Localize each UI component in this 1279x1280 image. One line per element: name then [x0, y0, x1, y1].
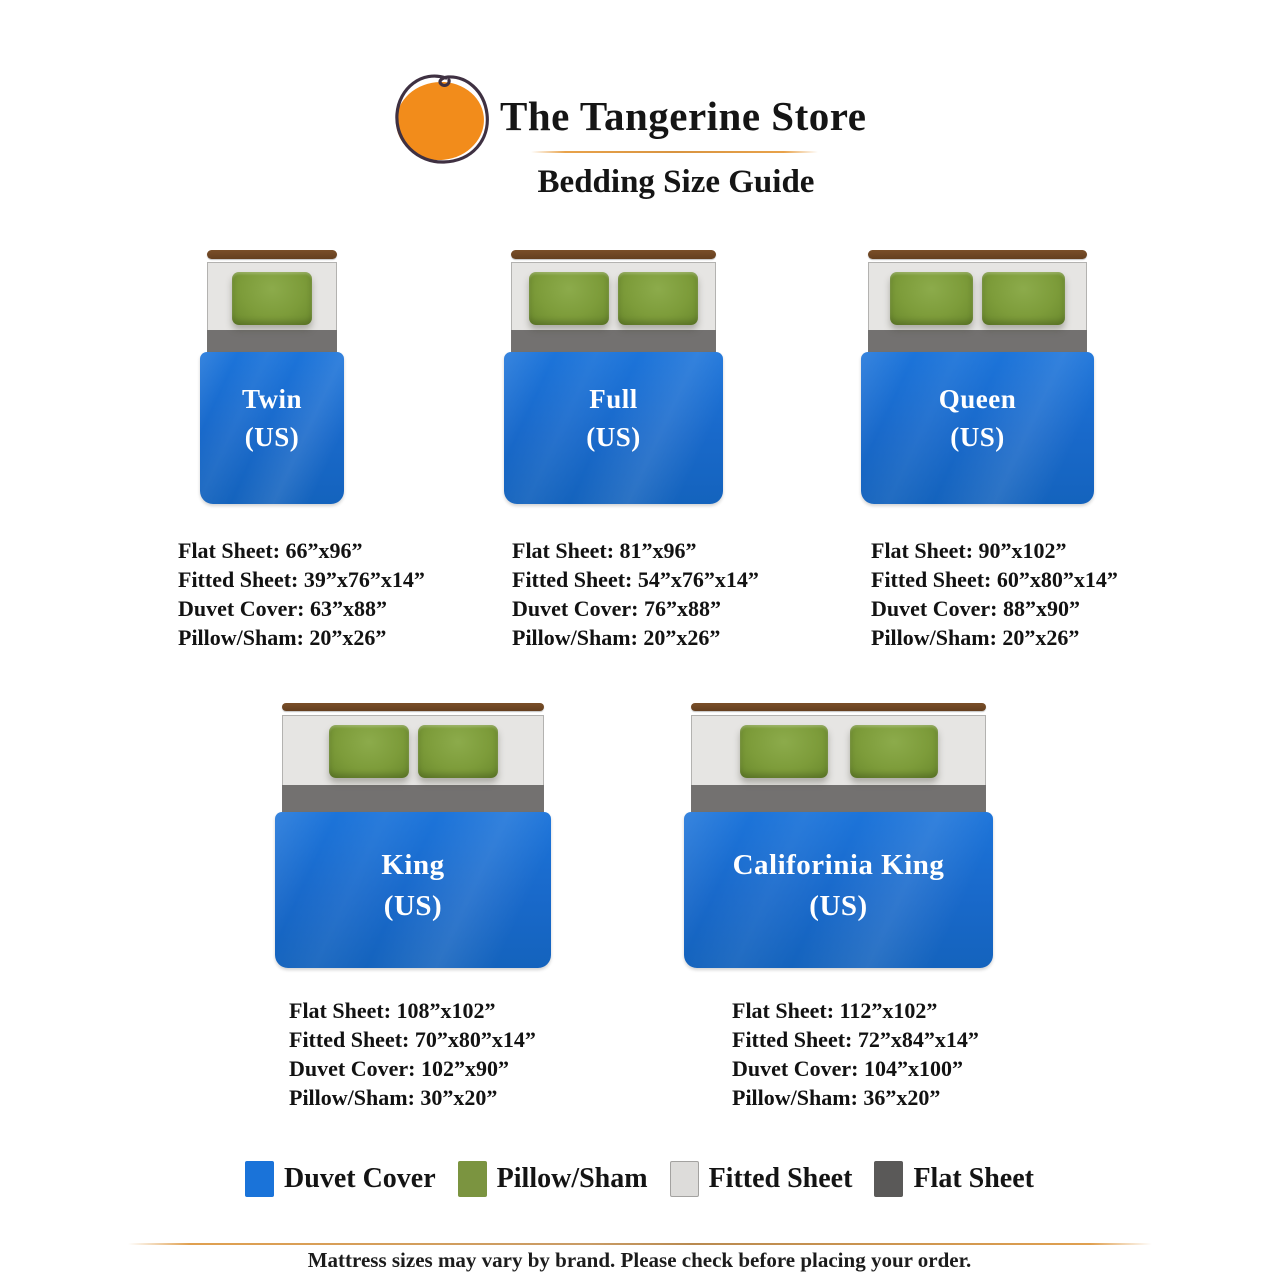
bed-size-label: Full (US): [504, 380, 723, 457]
headboard: [511, 250, 716, 259]
duvet-cover: Califorinia King (US): [684, 812, 993, 968]
duvet-cover: King (US): [275, 812, 551, 968]
fitted-sheet-area: [207, 262, 337, 330]
bed-size-region: (US): [950, 422, 1005, 453]
spec-line: Flat Sheet: 81”x96”: [512, 538, 697, 563]
specs-king: Flat Sheet: 108”x102” Fitted Sheet: 70”x…: [289, 996, 536, 1112]
footer-divider: [128, 1243, 1152, 1245]
legend-item-duvet-cover: Duvet Cover: [245, 1161, 436, 1197]
bed-card-california-king: Califorinia King (US): [684, 703, 993, 968]
legend-label: Fitted Sheet: [708, 1163, 853, 1194]
flat-sheet-band: [511, 330, 716, 352]
bed-size-name: Califorinia King: [732, 849, 945, 881]
duvet-cover: Queen (US): [861, 352, 1094, 504]
spec-line: Pillow/Sham: 30”x20”: [289, 1085, 498, 1110]
bed-size-name: Full: [589, 384, 638, 414]
bed-card-king: King (US): [275, 703, 551, 968]
pillow-icon: [618, 272, 698, 325]
pillow-icon: [739, 725, 828, 778]
bed-size-region: (US): [244, 422, 300, 453]
tangerine-logo-icon: [386, 64, 498, 170]
spec-line: Duvet Cover: 63”x88”: [178, 596, 387, 621]
bed-size-region: (US): [383, 890, 443, 923]
spec-line: Fitted Sheet: 54”x76”x14”: [512, 567, 759, 592]
flat-sheet-band: [691, 785, 986, 812]
spec-line: Fitted Sheet: 39”x76”x14”: [178, 567, 425, 592]
headboard: [691, 703, 986, 711]
spec-line: Flat Sheet: 108”x102”: [289, 998, 496, 1023]
flat-sheet-band: [868, 330, 1087, 352]
fitted-sheet-area: [511, 262, 716, 330]
spec-line: Duvet Cover: 102”x90”: [289, 1056, 509, 1081]
bed-size-name: Twin: [241, 384, 303, 414]
pillow-icon: [232, 272, 312, 325]
legend-label: Pillow/Sham: [496, 1163, 648, 1194]
headboard: [868, 250, 1087, 259]
legend-label: Flat Sheet: [913, 1163, 1034, 1194]
bed-size-region: (US): [586, 422, 641, 453]
pillow-icon: [849, 725, 938, 778]
fitted-sheet-area: [868, 262, 1087, 330]
page-title: Bedding Size Guide: [537, 164, 815, 200]
spec-line: Pillow/Sham: 20”x26”: [178, 625, 387, 650]
specs-twin: Flat Sheet: 66”x96” Fitted Sheet: 39”x76…: [178, 536, 425, 652]
spec-line: Flat Sheet: 90”x102”: [871, 538, 1067, 563]
spec-line: Flat Sheet: 66”x96”: [178, 538, 363, 563]
bed-size-region: (US): [809, 890, 868, 923]
pillow-icon: [890, 272, 973, 325]
specs-california-king: Flat Sheet: 112”x102” Fitted Sheet: 72”x…: [732, 996, 979, 1112]
spec-line: Pillow/Sham: 20”x26”: [512, 625, 721, 650]
spec-line: Duvet Cover: 88”x90”: [871, 596, 1080, 621]
spec-line: Duvet Cover: 104”x100”: [732, 1056, 963, 1081]
fitted-sheet-area: [282, 715, 544, 785]
legend-item-fitted-sheet: Fitted Sheet: [669, 1161, 853, 1197]
bed-size-label: Queen (US): [861, 380, 1094, 457]
spec-line: Fitted Sheet: 72”x84”x14”: [732, 1027, 979, 1052]
pillow-icon: [982, 272, 1065, 325]
specs-queen: Flat Sheet: 90”x102” Fitted Sheet: 60”x8…: [871, 536, 1118, 652]
duvet-cover: Full (US): [504, 352, 723, 504]
legend: Duvet Cover Pillow/Sham Fitted Sheet Fla…: [0, 1161, 1279, 1197]
legend-item-pillow-sham: Pillow/Sham: [457, 1161, 648, 1197]
spec-line: Fitted Sheet: 60”x80”x14”: [871, 567, 1118, 592]
bed-size-label: Twin (US): [200, 380, 344, 457]
headboard: [282, 703, 544, 711]
bed-card-twin: Twin (US): [200, 250, 344, 504]
bed-size-name: King: [381, 849, 445, 881]
bed-size-label: King (US): [275, 845, 551, 927]
flat-sheet-swatch-icon: [874, 1161, 904, 1197]
flat-sheet-band: [207, 330, 337, 352]
pillow-icon: [529, 272, 609, 325]
bed-size-name: Queen: [938, 384, 1017, 414]
bed-card-full: Full (US): [504, 250, 723, 504]
legend-label: Duvet Cover: [284, 1163, 436, 1194]
pillow-icon: [328, 725, 409, 778]
store-name: The Tangerine Store: [500, 93, 867, 139]
bed-card-queen: Queen (US): [861, 250, 1094, 504]
flat-sheet-band: [282, 785, 544, 812]
bed-size-label: Califorinia King (US): [684, 845, 993, 927]
specs-full: Flat Sheet: 81”x96” Fitted Sheet: 54”x76…: [512, 536, 759, 652]
footer-note: Mattress sizes may vary by brand. Please…: [307, 1248, 972, 1272]
duvet-cover: Twin (US): [200, 352, 344, 504]
fitted-sheet-swatch-icon: [669, 1161, 699, 1197]
title-divider: [531, 151, 818, 153]
headboard: [207, 250, 337, 259]
pillow-icon: [417, 725, 498, 778]
spec-line: Pillow/Sham: 36”x20”: [732, 1085, 941, 1110]
spec-line: Flat Sheet: 112”x102”: [732, 998, 938, 1023]
legend-item-flat-sheet: Flat Sheet: [874, 1161, 1034, 1197]
duvet-cover-swatch-icon: [245, 1161, 275, 1197]
spec-line: Fitted Sheet: 70”x80”x14”: [289, 1027, 536, 1052]
spec-line: Pillow/Sham: 20”x26”: [871, 625, 1080, 650]
pillow-sham-swatch-icon: [457, 1161, 487, 1197]
fitted-sheet-area: [691, 715, 986, 785]
spec-line: Duvet Cover: 76”x88”: [512, 596, 721, 621]
